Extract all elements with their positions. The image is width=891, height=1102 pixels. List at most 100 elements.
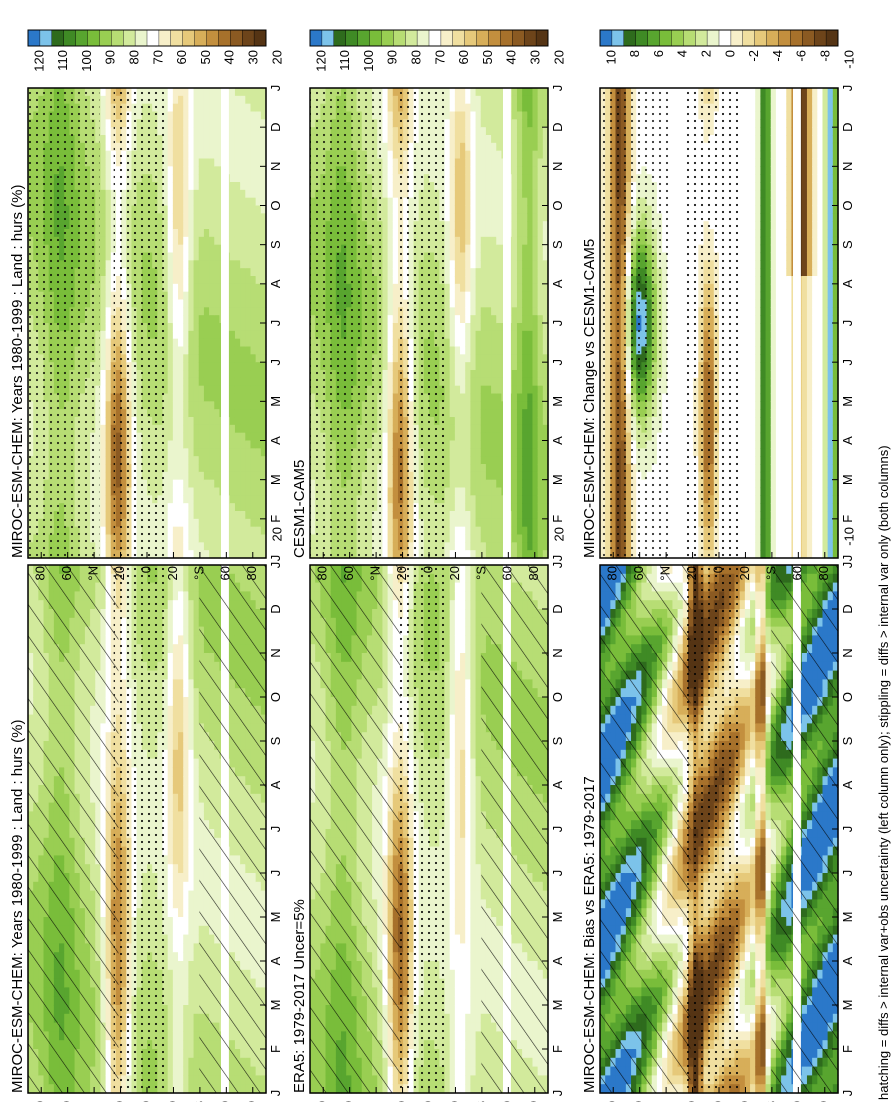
heatmap-cell xyxy=(183,732,189,742)
heatmap-cell xyxy=(193,1084,200,1094)
heatmap-cell xyxy=(465,732,471,742)
heatmap-cell xyxy=(449,846,456,856)
heatmap-cell xyxy=(167,908,174,918)
heatmap-cell xyxy=(475,758,482,768)
heatmap-cell xyxy=(454,996,461,1006)
heatmap-cell xyxy=(460,758,466,768)
heatmap-cell xyxy=(188,565,195,575)
heatmap-cell xyxy=(475,917,482,927)
heatmap-cell xyxy=(167,899,174,909)
heatmap-cell xyxy=(167,802,174,812)
heatmap-cell xyxy=(172,582,179,592)
heatmap-cell xyxy=(188,811,195,821)
heatmap-cell xyxy=(465,670,471,680)
heatmap-cell xyxy=(465,749,471,760)
heatmap-cell xyxy=(188,917,195,927)
heatmap-cell xyxy=(188,846,195,856)
heatmap-cell xyxy=(475,829,482,839)
heatmap-cell xyxy=(178,1040,184,1050)
heatmap-cell xyxy=(449,1075,456,1085)
heatmap-cell xyxy=(454,609,461,619)
heatmap-cell xyxy=(475,1022,482,1032)
heatmap-cell xyxy=(470,996,477,1006)
heatmap-cell xyxy=(193,565,200,575)
heatmap-cell xyxy=(167,1057,174,1068)
heatmap-cell xyxy=(470,899,477,909)
heatmap-cell xyxy=(449,626,456,636)
heatmap-cell xyxy=(193,855,200,865)
heatmap-cell xyxy=(193,793,200,804)
heatmap-cell xyxy=(460,653,466,663)
heatmap-cell xyxy=(465,1013,471,1024)
heatmap-cell xyxy=(449,679,456,689)
heatmap-cell xyxy=(470,793,477,804)
heatmap-cell xyxy=(178,644,184,654)
heatmap-cell xyxy=(475,617,482,628)
heatmap-cell xyxy=(167,1066,174,1076)
heatmap-cell xyxy=(449,908,456,918)
heatmap-cell xyxy=(475,802,482,812)
heatmap-cell xyxy=(183,846,189,856)
heatmap-cell xyxy=(178,890,184,900)
heatmap-cell xyxy=(188,617,195,628)
heatmap-cell xyxy=(167,864,174,874)
heatmap-cell xyxy=(172,741,179,751)
heatmap-cell xyxy=(470,609,477,619)
heatmap-cell xyxy=(178,793,184,804)
heatmap-cell xyxy=(183,943,189,953)
heatmap-cell xyxy=(193,697,200,707)
heatmap-cell xyxy=(475,934,482,944)
heatmap-cell xyxy=(460,802,466,812)
heatmap-cell xyxy=(460,890,466,900)
heatmap-cell xyxy=(172,881,179,892)
heatmap-cell xyxy=(460,644,466,654)
heatmap-cell xyxy=(470,925,477,936)
heatmap-cell xyxy=(449,785,456,795)
heatmap-cell xyxy=(465,811,471,821)
heatmap-cell xyxy=(449,617,456,628)
heatmap-cell xyxy=(183,723,189,733)
heatmap-cell xyxy=(449,653,456,663)
heatmap-cell xyxy=(449,591,456,601)
heatmap-cell xyxy=(172,644,179,654)
heatmap-cell xyxy=(167,820,174,830)
heatmap-cell xyxy=(188,978,195,988)
heatmap-cell xyxy=(183,767,189,777)
heatmap-cell xyxy=(460,820,466,830)
heatmap-cell xyxy=(193,943,200,953)
heatmap-cell xyxy=(178,600,184,610)
heatmap-cell xyxy=(193,829,200,839)
heatmap-cell xyxy=(460,925,466,936)
heatmap-cell xyxy=(167,723,174,733)
heatmap-cell xyxy=(167,837,174,848)
heatmap-cell xyxy=(183,1031,189,1041)
heatmap-cell xyxy=(188,899,195,909)
heatmap-cell xyxy=(460,626,466,636)
heatmap-cell xyxy=(460,776,466,786)
heatmap-cell xyxy=(193,978,200,988)
heatmap-cell xyxy=(178,661,184,672)
heatmap-cell xyxy=(172,679,179,689)
heatmap-cell xyxy=(449,793,456,804)
heatmap-cell xyxy=(470,1057,477,1068)
heatmap-cell xyxy=(470,969,477,980)
heatmap-cell xyxy=(167,978,174,988)
heatmap-cell xyxy=(454,908,461,918)
heatmap-cell xyxy=(454,732,461,742)
heatmap-cell xyxy=(167,846,174,856)
heatmap-cell xyxy=(172,890,179,900)
heatmap-cell xyxy=(188,723,195,733)
heatmap-cell xyxy=(193,1022,200,1032)
heatmap-cell xyxy=(475,987,482,997)
heatmap-cell xyxy=(178,1013,184,1024)
heatmap-cell xyxy=(172,723,179,733)
heatmap-cell xyxy=(193,714,200,724)
heatmap-cell xyxy=(183,1005,189,1015)
colorbar-label: 20 xyxy=(269,527,284,541)
heatmap-cell xyxy=(465,881,471,892)
heatmap-cell xyxy=(193,811,200,821)
heatmap-cell xyxy=(475,749,482,760)
heatmap-cell xyxy=(454,1084,461,1094)
heatmap-cell xyxy=(188,626,195,636)
heatmap-cell xyxy=(470,600,477,610)
